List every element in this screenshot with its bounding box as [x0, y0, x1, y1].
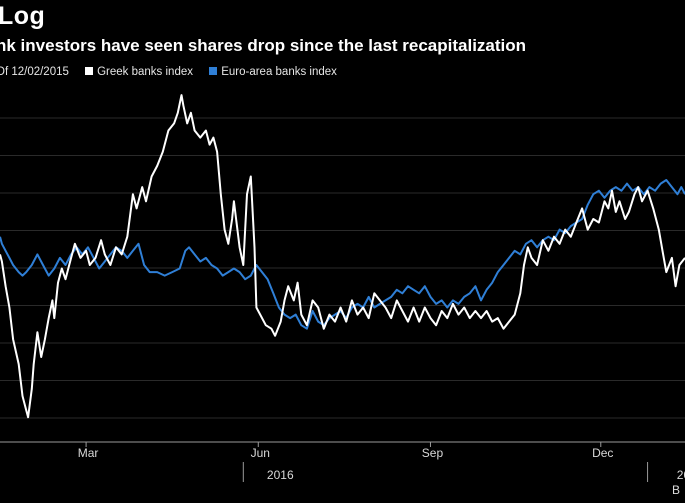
legend-item-euro: Euro-area banks index	[209, 66, 337, 78]
legend-label-greek: Greek banks index	[97, 66, 193, 78]
legend-note-label: Of 12/02/2015	[0, 66, 69, 78]
chart-subtitle: nk investors have seen shares drop since…	[0, 36, 527, 55]
chart-legend: Of 12/02/2015 Greek banks index Euro-are…	[0, 66, 350, 78]
legend-item-greek: Greek banks index	[85, 66, 193, 78]
x-year-label: 2017	[677, 468, 685, 482]
x-tick-label: Jun	[251, 446, 270, 460]
legend-swatch-greek	[85, 67, 94, 75]
legend-swatch-euro	[209, 67, 218, 75]
source-label: B	[672, 483, 681, 497]
chart-title: Log	[0, 2, 46, 30]
x-year-label: 2016	[267, 468, 294, 482]
x-tick-label: Sep	[422, 446, 444, 460]
legend-label-euro: Euro-area banks index	[221, 66, 337, 78]
x-tick-label: Mar	[78, 446, 99, 460]
x-tick-label: Dec	[592, 446, 613, 460]
series-line-euro-area-banks	[0, 179, 685, 330]
series-line-greek-banks	[0, 94, 685, 419]
legend-item-note: Of 12/02/2015	[0, 66, 69, 78]
